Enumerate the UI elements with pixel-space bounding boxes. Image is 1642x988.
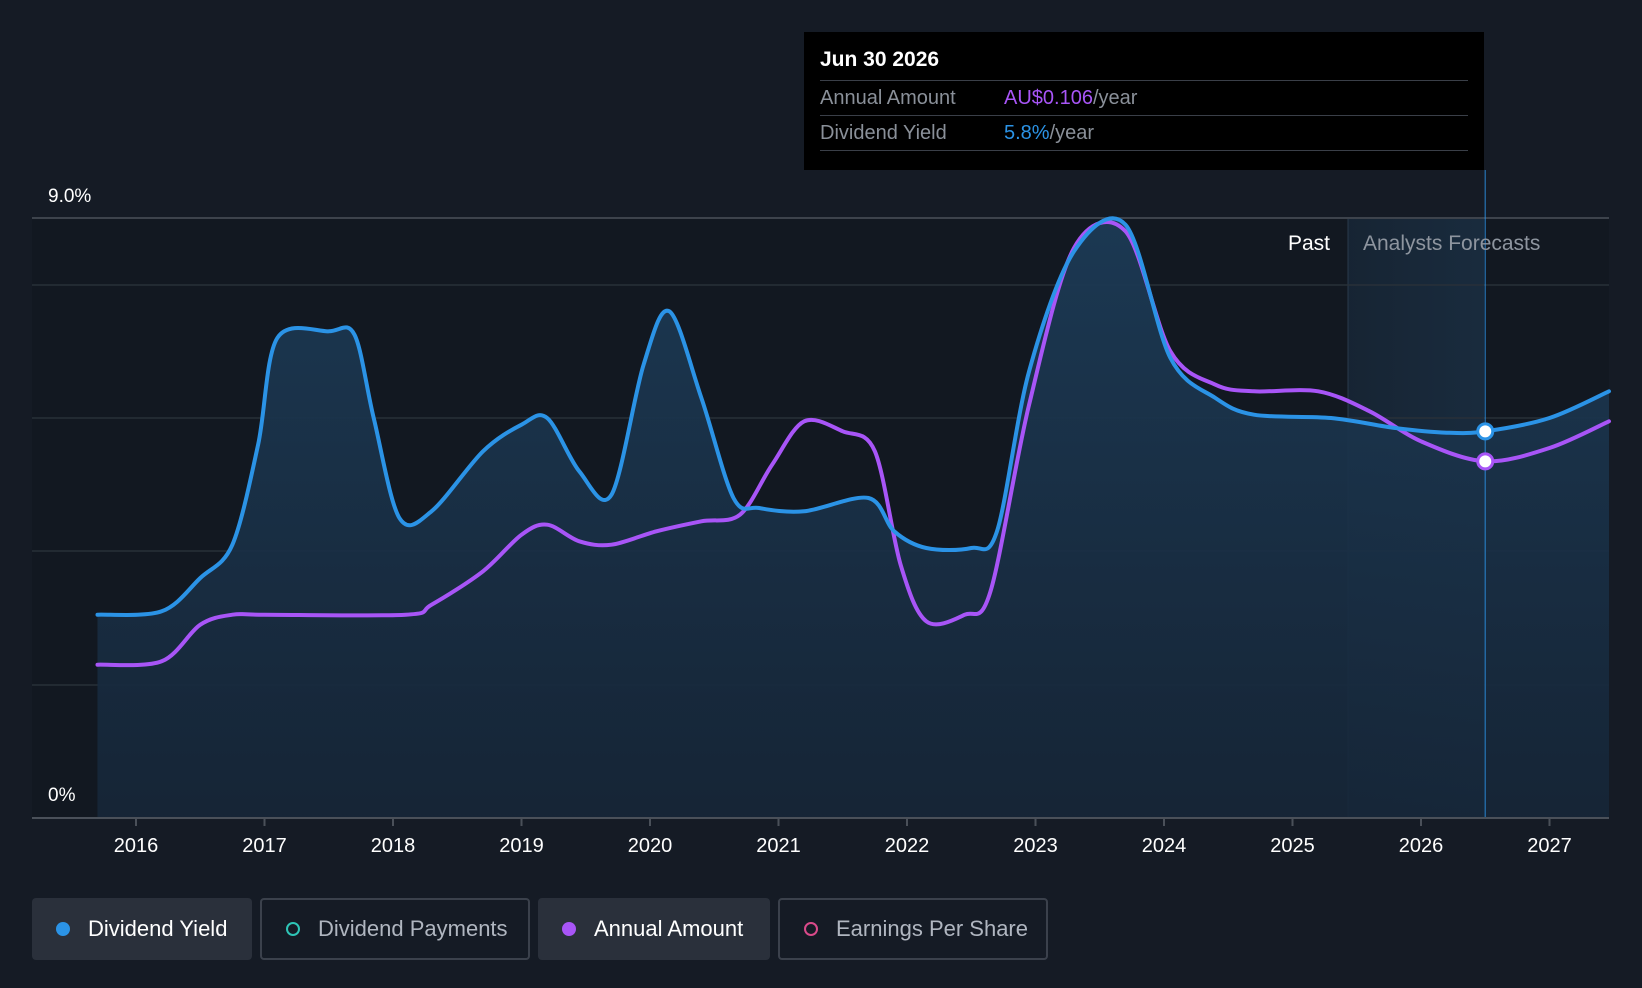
yield-highlight-dot[interactable] <box>1476 422 1495 441</box>
past-label: Past <box>1288 232 1330 255</box>
legend-annual-amount[interactable]: Annual Amount <box>538 898 770 960</box>
x-tick-label: 2017 <box>242 835 287 857</box>
forecast-label: Analysts Forecasts <box>1363 232 1540 255</box>
legend-dividend-payments[interactable]: Dividend Payments <box>260 898 530 960</box>
x-tick-label: 2022 <box>885 835 930 857</box>
tooltip-annual-value: AU$0.106 <box>1004 87 1093 109</box>
x-tick-label: 2025 <box>1270 835 1315 857</box>
x-tick-label: 2023 <box>1013 835 1058 857</box>
x-tick-label: 2021 <box>756 835 801 857</box>
tooltip-annual-row: Annual Amount AU$0.106/year <box>820 81 1468 116</box>
x-tick-label: 2016 <box>114 835 159 857</box>
x-tick-label: 2020 <box>628 835 673 857</box>
tooltip-yield-unit: /year <box>1049 122 1095 144</box>
dividend-payments-ring-icon <box>286 922 300 936</box>
dividend-yield-line <box>95 216 1611 617</box>
tooltip-date: Jun 30 2026 <box>820 46 1468 81</box>
x-tick-label: 2018 <box>371 835 416 857</box>
amount-highlight-dot[interactable] <box>1476 452 1495 471</box>
x-tick-label: 2019 <box>499 835 544 857</box>
tooltip-yield-row: Dividend Yield 5.8%/year <box>820 116 1468 151</box>
legend-dividend-payments-label: Dividend Payments <box>318 916 508 941</box>
dividend-yield-area <box>97 218 1610 818</box>
x-tick-label: 2026 <box>1399 835 1444 857</box>
tooltip: Jun 30 2026 Annual Amount AU$0.106/year D… <box>804 32 1484 170</box>
tooltip-annual-unit: /year <box>1092 87 1138 109</box>
tooltip-annual-label: Annual Amount <box>820 87 956 109</box>
legend-earnings-per-share-label: Earnings Per Share <box>836 916 1028 941</box>
y-axis-bottom-label: 0% <box>48 785 76 806</box>
x-tick-label: 2024 <box>1142 835 1187 857</box>
dividend-yield-dot-icon <box>56 922 70 936</box>
legend-dividend-yield-label: Dividend Yield <box>88 916 228 941</box>
tooltip-yield-value: 5.8% <box>1004 122 1050 144</box>
tooltip-yield-label: Dividend Yield <box>820 122 947 144</box>
earnings-per-share-ring-icon <box>804 922 818 936</box>
legend-dividend-yield[interactable]: Dividend Yield <box>32 898 252 960</box>
legend-annual-amount-label: Annual Amount <box>594 916 744 941</box>
y-axis-top-label: 9.0% <box>48 186 91 207</box>
legend-earnings-per-share[interactable]: Earnings Per Share <box>778 898 1048 960</box>
annual-amount-line <box>95 220 1611 668</box>
annual-amount-dot-icon <box>562 922 576 936</box>
x-tick-label: 2027 <box>1527 835 1572 857</box>
